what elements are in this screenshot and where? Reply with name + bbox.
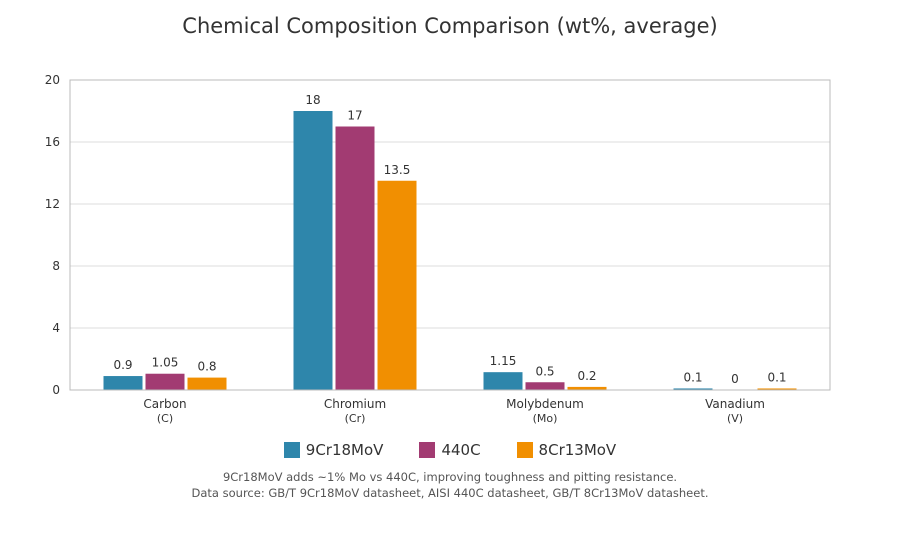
y-tick-label: 16 <box>45 135 60 149</box>
bar <box>757 388 797 390</box>
x-tick-label: Carbon <box>143 397 186 411</box>
legend-label: 9Cr18MoV <box>305 441 384 459</box>
legend-item-440c: 440C <box>419 441 481 459</box>
y-axis-ticks: 0 4 8 12 16 20 <box>45 73 60 397</box>
data-label: 1.05 <box>152 356 179 370</box>
x-tick-label: Molybdenum <box>506 397 584 411</box>
bar <box>103 376 143 390</box>
data-label: 0.9 <box>113 358 132 372</box>
legend-swatch <box>283 442 300 458</box>
y-tick-label: 0 <box>52 383 60 397</box>
chart-title: Chemical Composition Comparison (wt%, av… <box>182 14 718 38</box>
legend-swatch <box>516 442 533 458</box>
data-label: 0.8 <box>197 360 216 374</box>
x-axis-ticks: Carbon(C) Chromium(Cr) Molybdenum(Mo) Vanad… <box>143 397 765 425</box>
data-label: 1.15 <box>490 354 517 368</box>
gridlines <box>70 79 830 391</box>
bar <box>483 372 523 390</box>
x-tick-sublabel: (Cr) <box>345 412 366 425</box>
data-label: 0.1 <box>683 370 702 384</box>
bar <box>335 126 375 390</box>
x-tick-label: Chromium <box>324 397 386 411</box>
data-label: 0.5 <box>535 364 554 378</box>
plot-frame <box>69 79 831 391</box>
chart-notes: 9Cr18MoV adds ~1% Mo vs 440C, improving … <box>0 469 900 501</box>
note-line: 9Cr18MoV adds ~1% Mo vs 440C, improving … <box>222 470 678 484</box>
legend-label: 8Cr13MoV <box>538 441 617 459</box>
data-label: 0 <box>731 372 739 386</box>
y-tick-label: 8 <box>52 259 60 273</box>
legend-swatch <box>419 442 436 458</box>
bar <box>525 382 565 390</box>
data-label: 18 <box>305 93 320 107</box>
data-label: 17 <box>347 109 362 123</box>
x-tick-sublabel: (Mo) <box>533 412 558 425</box>
legend-label: 440C <box>441 441 481 459</box>
bar <box>377 180 417 390</box>
y-tick-label: 4 <box>52 321 60 335</box>
bar <box>187 377 227 390</box>
legend-item-9cr18mov: 9Cr18MoV <box>283 441 384 459</box>
bars <box>103 111 797 390</box>
bar <box>567 386 607 390</box>
data-labels: 0.9 1.05 0.8 18 17 13.5 1.15 0.5 0.2 0.1 0 0.1 <box>113 93 786 386</box>
y-tick-label: 20 <box>45 73 60 87</box>
x-tick-sublabel: (C) <box>157 412 173 425</box>
bar <box>145 373 185 390</box>
x-tick-label: Vanadium <box>705 397 765 411</box>
bar <box>673 388 713 390</box>
data-label: 13.5 <box>384 163 411 177</box>
legend: 9Cr18MoV 440C 8Cr13MoV <box>0 441 900 459</box>
bar <box>293 111 333 390</box>
legend-item-8cr13mov: 8Cr13MoV <box>516 441 617 459</box>
x-tick-sublabel: (V) <box>727 412 743 425</box>
data-label: 0.2 <box>577 369 596 383</box>
note-line: Data source: GB/T 9Cr18MoV datasheet, AI… <box>191 486 709 500</box>
y-tick-label: 12 <box>45 197 60 211</box>
data-label: 0.1 <box>767 370 786 384</box>
